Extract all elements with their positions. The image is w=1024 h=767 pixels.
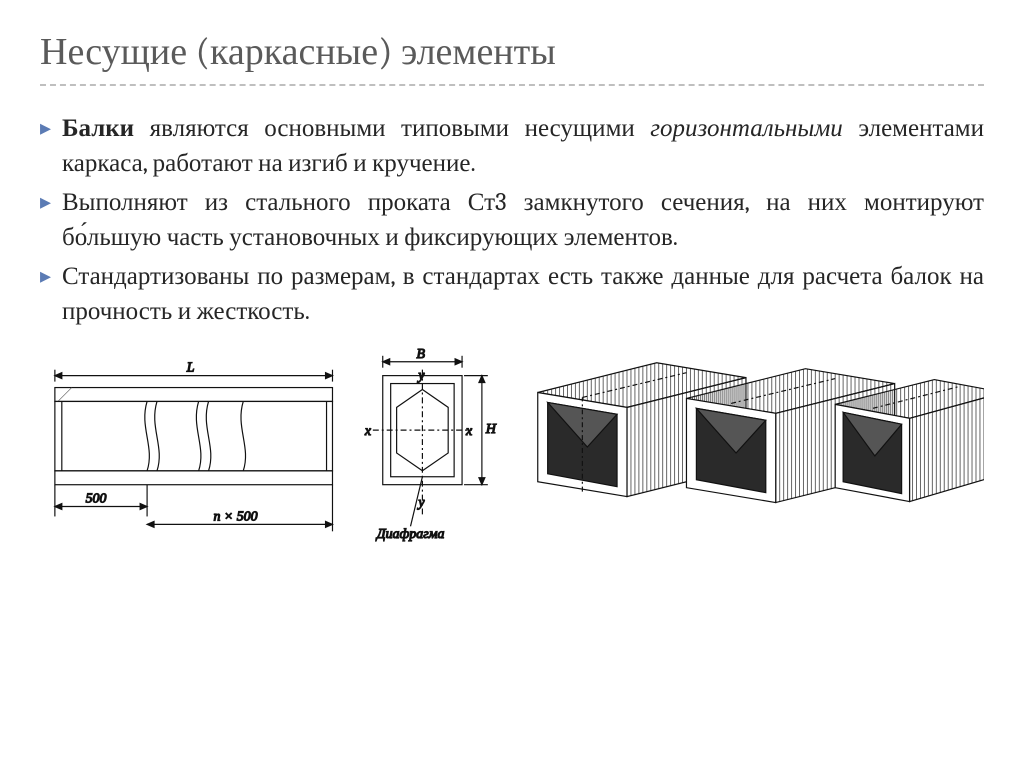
figure-row: L 500 (40, 347, 984, 547)
title-underline (40, 84, 984, 86)
bullet-item: Выполняют из стального проката Ст3 замкн… (40, 185, 984, 255)
label-500: 500 (86, 492, 107, 507)
text-italic: горизонтальными (650, 114, 843, 143)
label-x-left: x (364, 424, 372, 439)
bullet-item: Балки являются основными типовыми несущи… (40, 111, 984, 181)
text-plain: Стандартизованы по размерам, в стандарта… (62, 262, 984, 326)
label-y-top: y (417, 369, 426, 384)
text-bold: Балки (62, 114, 134, 143)
page-title: Несущие (каркасные) элементы (40, 30, 984, 74)
text-plain: Выполняют из стального проката Ст3 замкн… (62, 188, 984, 252)
beam-cross-section: B y y x x H Диафрагма (353, 347, 502, 547)
label-L: L (186, 361, 195, 376)
bullet-item: Стандартизованы по размерам, в стандарта… (40, 259, 984, 329)
beam-side-view: L 500 (40, 357, 347, 547)
label-n500: n × 500 (214, 509, 258, 524)
label-x-right: x (465, 424, 473, 439)
bullet-list: Балки являются основными типовыми несущи… (40, 111, 984, 329)
beam-isometric (508, 352, 984, 547)
label-B: B (417, 347, 426, 362)
text-plain: являются основными типовыми несущими (134, 114, 650, 143)
label-diaphragm: Диафрагма (375, 527, 445, 542)
label-H: H (485, 422, 497, 437)
